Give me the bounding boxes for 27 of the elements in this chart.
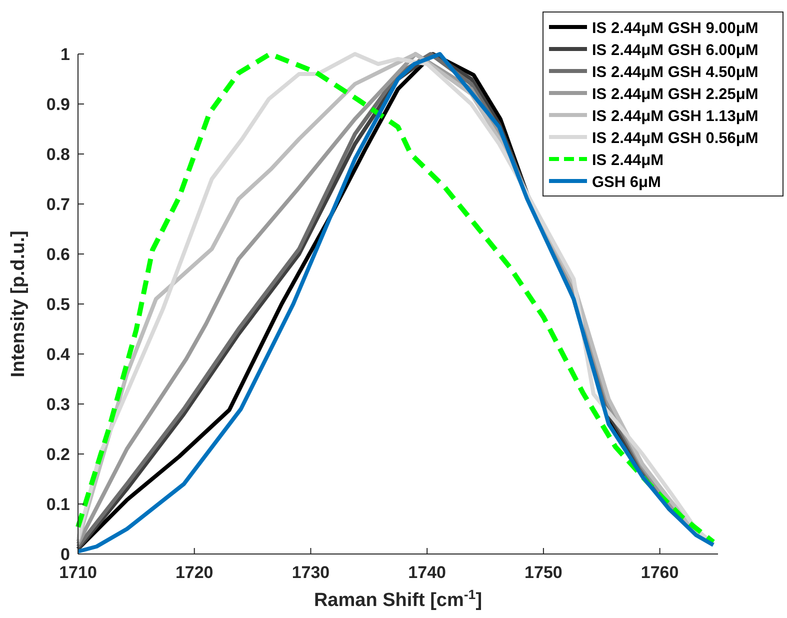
y-tick-label: 0.3 — [46, 395, 70, 414]
legend-label: IS 2.44μM GSH 9.00μM — [592, 20, 758, 37]
x-axis-title: Raman Shift [cm$^{-1}$] — [314, 586, 482, 611]
x-tick-label: 1730 — [292, 563, 330, 582]
y-axis-title: Intensity [p.d.u.] — [8, 230, 29, 378]
x-tick-label: 1710 — [59, 563, 97, 582]
y-tick-label: 0.8 — [46, 145, 70, 164]
y-tick-label: 0.6 — [46, 245, 70, 264]
legend-label: IS 2.44μM GSH 6.00μM — [592, 42, 758, 59]
y-tick-label: 0.7 — [46, 195, 70, 214]
legend-label: GSH 6μM — [592, 174, 661, 191]
legend-label: IS 2.44μM — [592, 152, 664, 169]
x-tick-label: 1760 — [640, 563, 679, 582]
y-tick-label: 1 — [60, 45, 70, 64]
x-tick-label: 1750 — [524, 563, 562, 582]
x-tick-label: 1740 — [408, 563, 446, 582]
legend-label: IS 2.44μM GSH 4.50μM — [592, 64, 758, 81]
legend-label: IS 2.44μM GSH 2.25μM — [592, 86, 758, 103]
y-tick-label: 0.1 — [46, 495, 70, 514]
legend-label: IS 2.44μM GSH 0.56μM — [592, 130, 758, 147]
y-tick-label: 0.9 — [46, 95, 70, 114]
x-tick-label: 1720 — [175, 563, 214, 582]
y-tick-label: 0.4 — [46, 345, 71, 364]
y-tick-label: 0 — [60, 545, 70, 564]
y-tick-label: 0.2 — [46, 445, 70, 464]
y-tick-label: 0.5 — [46, 295, 70, 314]
legend-label: IS 2.44μM GSH 1.13μM — [592, 108, 758, 125]
